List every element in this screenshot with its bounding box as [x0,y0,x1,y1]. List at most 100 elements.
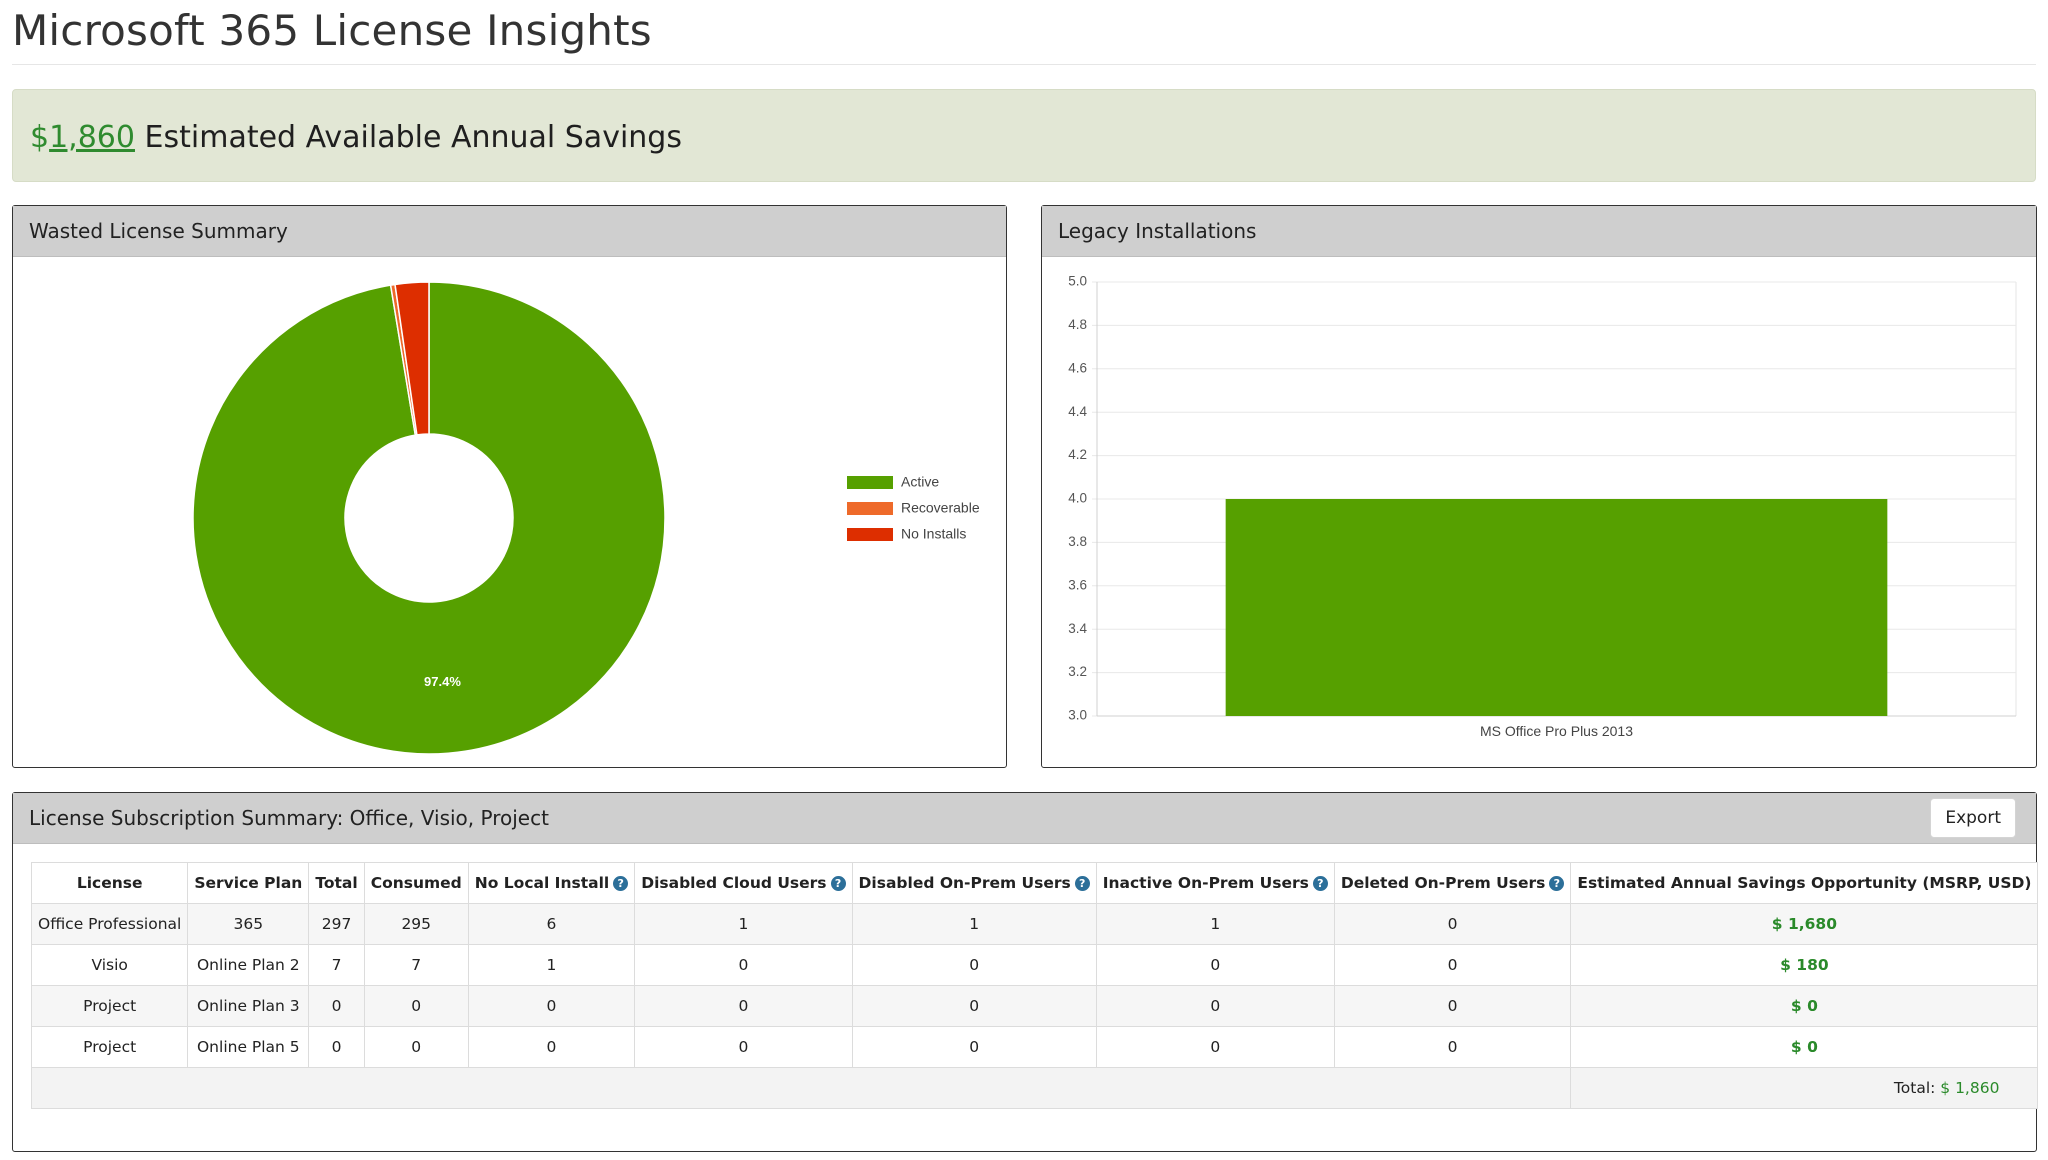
table-cell: 0 [1095,1026,1335,1068]
y-tick-label: 5.0 [1068,274,1087,289]
table-row: Project Online Plan 3 0 0 0 0 0 0 0 $ 0 [30,985,2039,1027]
legacy-installations-panel-title: Legacy Installations [1042,206,2036,257]
legend-item-no-installs[interactable]: No Installs [847,526,966,542]
column-header-label: License [76,874,143,892]
column-header-label: Estimated Annual Savings Opportunity (MS… [1577,874,2032,892]
wasted-license-panel-title: Wasted License Summary [13,206,1006,257]
question-circle-icon[interactable]: ? [1312,876,1328,891]
table-cell: Visio [30,944,189,986]
legend-item-recoverable[interactable]: Recoverable [847,500,980,516]
table-cell: 1 [851,903,1097,945]
y-tick-label: 3.4 [1068,621,1087,636]
y-tick-label: 3.6 [1068,577,1087,592]
table-cell: 1 [1095,903,1335,945]
savings-line: $1,860 Estimated Available Annual Saving… [30,120,682,155]
table-cell: Online Plan 3 [187,985,310,1027]
total-cell: Total: $ 1,860 [1570,1067,2039,1109]
column-header-label: Inactive On-Prem Users [1102,874,1309,892]
table-cell: 295 [363,903,469,945]
column-header: Service Plan [187,862,310,904]
legend-swatch [847,476,893,489]
table-cell: 0 [851,985,1097,1027]
table-cell: 0 [851,944,1097,986]
legend-item-active[interactable]: Active [847,474,939,490]
question-circle-icon[interactable]: ? [830,876,846,891]
table-cell: 0 [1333,944,1572,986]
table-cell: Online Plan 2 [187,944,310,986]
savings-label: Estimated Available Annual Savings [144,120,682,155]
legacy-installations-bar-chart: 3.0 3.2 3.4 3.6 3.8 4.0 4.2 4.4 4.6 4.8 5.0 MS Offi… [1068,274,2017,739]
title-divider [12,64,2036,65]
table-cell: Project [30,985,189,1027]
table-cell: 0 [634,1026,853,1068]
table-cell: 0 [1095,985,1335,1027]
savings-banner: $1,860 Estimated Available Annual Saving… [12,89,2036,182]
wasted-license-donut-chart: 97.4% Active Recoverable No Installs [192,281,980,755]
page-title: Microsoft 365 License Insights [12,6,652,55]
export-button[interactable]: Export [1930,798,2016,838]
donut-data-label: 97.4% [424,674,461,689]
table-cell: 0 [467,1026,636,1068]
y-tick-label: 4.4 [1068,404,1087,419]
bar-ms-office-pro-plus-2013[interactable] [1225,499,1888,716]
table-cell: 297 [308,903,365,945]
table-cell: 1 [467,944,636,986]
y-tick-label: 3.2 [1068,664,1087,679]
column-header: License [30,862,189,904]
table-cell: 1 [634,903,853,945]
column-header: Disabled On-Prem Users? [851,862,1097,904]
column-header-label: Consumed [370,874,462,892]
column-header-label: Deleted On-Prem Users [1340,874,1546,892]
table-cell: 6 [467,903,636,945]
column-header-label: Service Plan [194,874,303,892]
question-circle-icon[interactable]: ? [613,876,629,891]
table-row: Project Online Plan 5 0 0 0 0 0 0 0 $ 0 [30,1026,2039,1068]
legend-swatch [847,502,893,515]
question-circle-icon[interactable]: ? [1549,876,1565,891]
table-cell: $ 0 [1570,985,2039,1027]
column-header-label: No Local Install [474,874,610,892]
table-cell: 7 [308,944,365,986]
column-header: Deleted On-Prem Users? [1333,862,1572,904]
subscription-summary-panel-header: License Subscription Summary: Office, Vi… [13,793,2036,844]
table-cell: 0 [1333,1026,1572,1068]
legend-swatch [847,528,893,541]
table-cell: Online Plan 5 [187,1026,310,1068]
table-cell: Office Professional [30,903,189,945]
y-tick-label: 4.0 [1068,491,1087,506]
y-tick-label: 4.8 [1068,317,1087,332]
table-cell: 0 [634,944,853,986]
wasted-license-panel: Wasted License Summary 97.4% Active Recove… [12,205,1007,768]
table-cell: 0 [363,985,469,1027]
total-label: Total: [1893,1079,1936,1097]
table-cell: $ 180 [1570,944,2039,986]
x-tick-label: MS Office Pro Plus 2013 [1480,723,1633,739]
savings-amount-value[interactable]: 1,860 [49,120,135,155]
table-cell: 0 [363,1026,469,1068]
table-cell: 0 [634,985,853,1027]
table-body: Office Professional 365 297 295 6 1 1 1 0 $ 1,680… [30,903,2039,1068]
subscription-table: License Service Plan Total Consumed No Local… [30,862,2039,1109]
legend-label: Active [901,474,939,490]
column-header: No Local Install? [467,862,636,904]
question-circle-icon[interactable]: ? [1074,876,1090,891]
table-cell: $ 0 [1570,1026,2039,1068]
table-row: Office Professional 365 297 295 6 1 1 1 0 $ 1,680 [30,903,2039,945]
subscription-summary-panel: License Subscription Summary: Office, Vi… [12,792,2039,1152]
legend-label: Recoverable [901,500,980,516]
table-cell: 0 [308,1026,365,1068]
table-cell: 365 [187,903,310,945]
donut-slice-no-installs[interactable] [394,281,430,436]
column-header: Disabled Cloud Users? [634,862,853,904]
total-row-spacer [30,1067,1572,1109]
table-cell: 0 [851,1026,1097,1068]
column-header-label: Total [315,874,358,892]
table-cell: 0 [1333,903,1572,945]
savings-amount[interactable]: $1,860 [30,120,135,155]
table-cell: $ 1,680 [1570,903,2039,945]
column-header-label: Disabled Cloud Users [641,874,827,892]
legacy-installations-panel: Legacy Installations 3.0 3.2 3.4 3.6 3.8 4.0 4… [1041,205,2037,768]
column-header-label: Disabled On-Prem Users [858,874,1071,892]
donut-slice-active[interactable] [192,281,666,755]
